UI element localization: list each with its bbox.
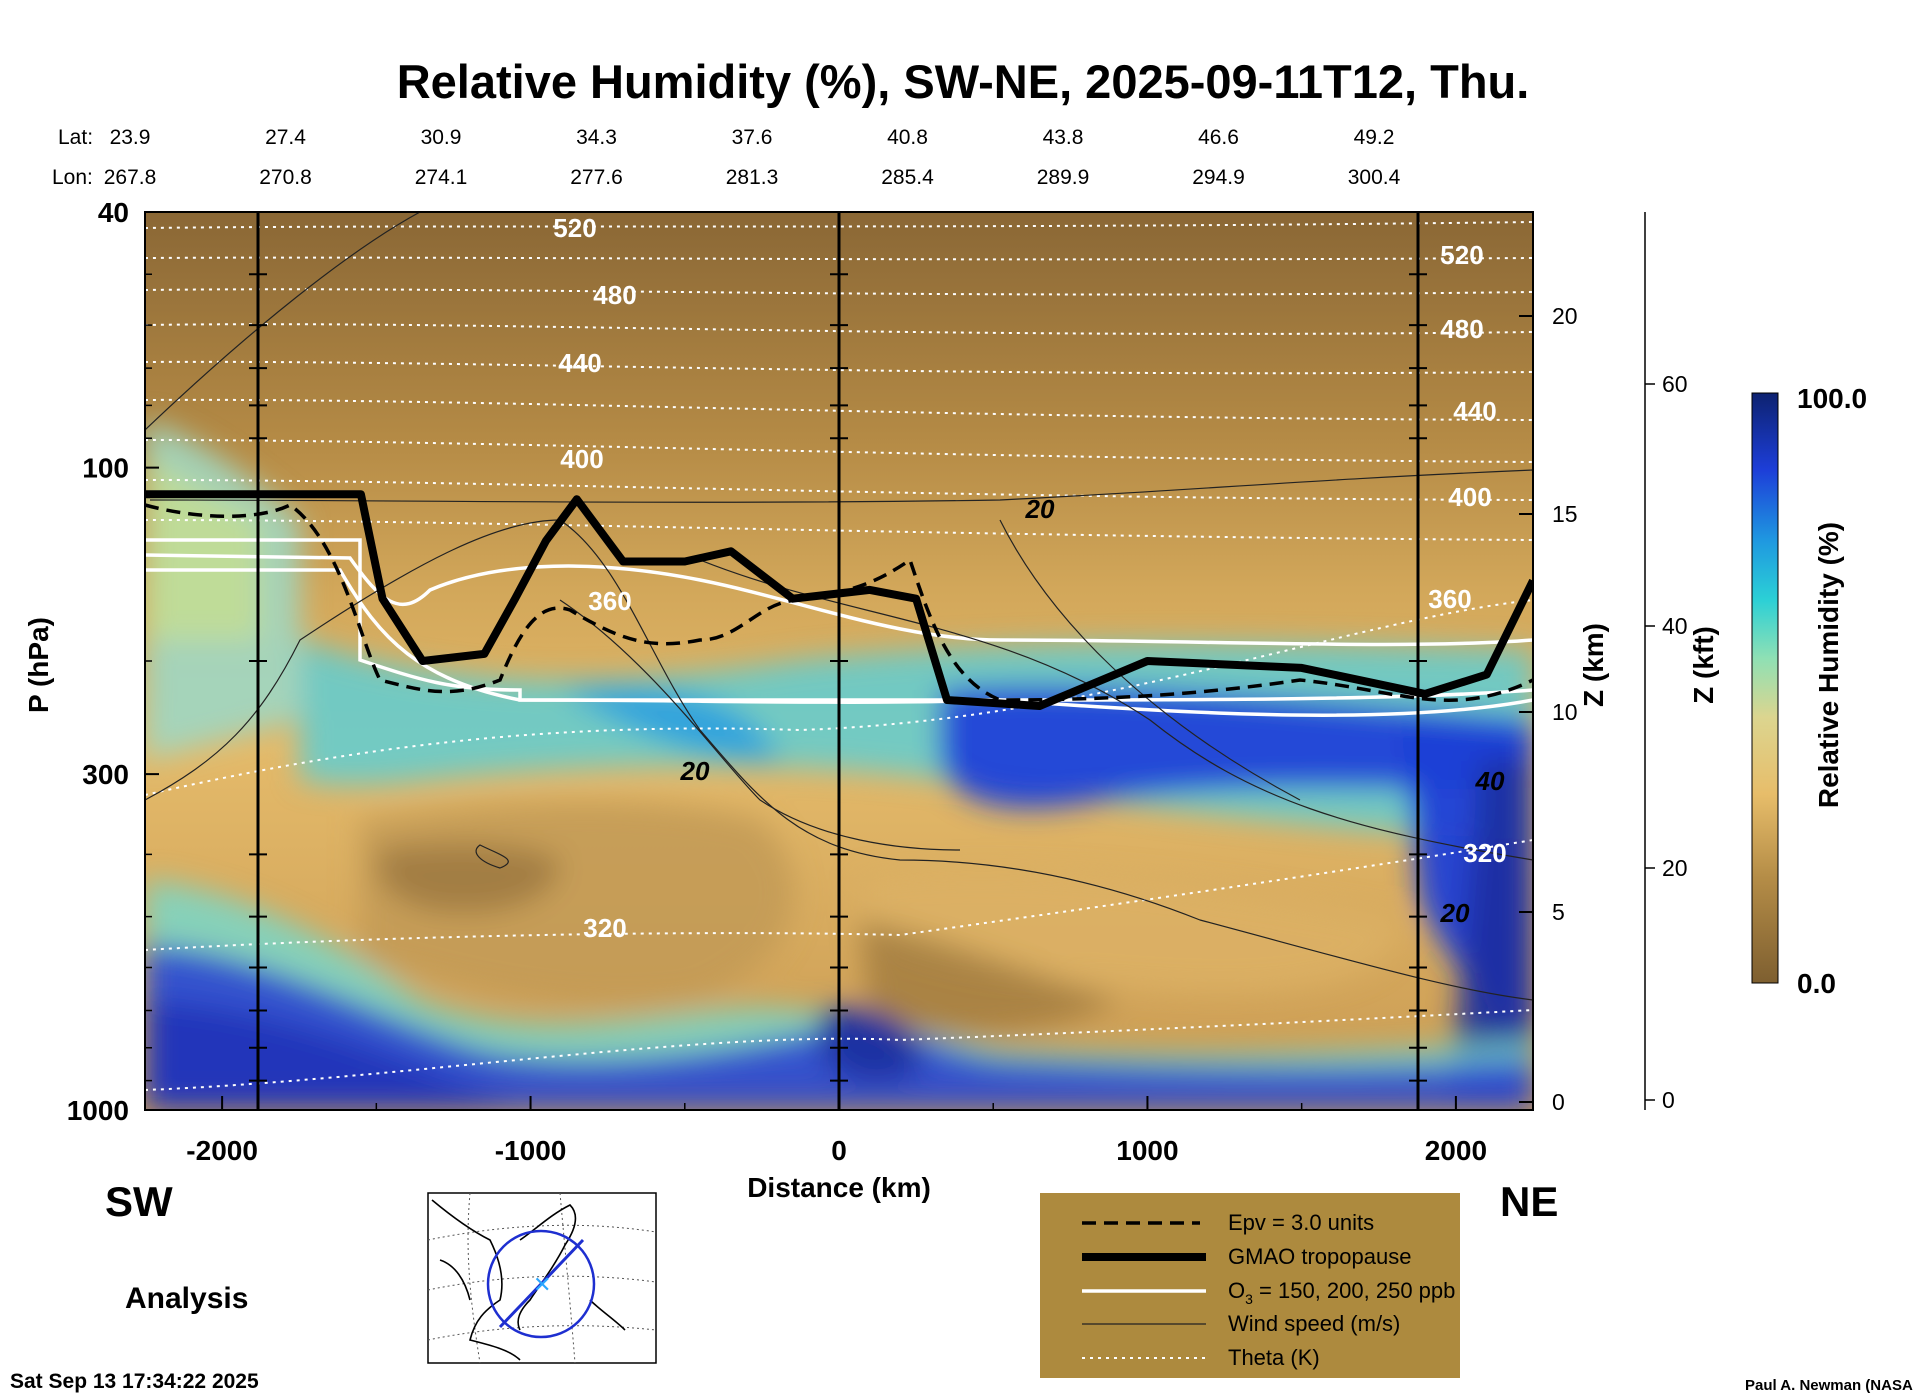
x-tick-label: 1000 (1116, 1135, 1178, 1166)
theta-contour-label: 520 (1440, 240, 1483, 270)
z-kft-tick-label: 60 (1662, 371, 1688, 397)
tropopause-line (145, 490, 1533, 710)
lon-value: 281.3 (726, 166, 779, 189)
z-kft-tick-label: 20 (1662, 855, 1688, 881)
lat-value: 40.8 (887, 126, 928, 149)
lon-value: 274.1 (415, 166, 468, 189)
lat-label: Lat: (58, 126, 93, 149)
theta-contour-label: 360 (1428, 584, 1471, 614)
sw-label: SW (105, 1178, 173, 1225)
wind-contour-labels: 20 20 40 20 (680, 494, 1505, 928)
colorbar-min: 0.0 (1797, 968, 1836, 999)
y-axis: 1000 300 100 40 (67, 197, 1427, 1126)
lat-value: 46.6 (1198, 126, 1239, 149)
theta-contour-label: 480 (1440, 314, 1483, 344)
z-km-tick-label: 20 (1552, 303, 1578, 329)
colorbar-label: Relative Humidity (%) (1813, 522, 1844, 808)
y-tick-label: 1000 (67, 1095, 129, 1126)
colorbar-max: 100.0 (1797, 383, 1867, 414)
colorbar: 100.0 0.0 Relative Humidity (%) (1751, 383, 1867, 999)
z-kft-axis: 0 20 40 60 (1644, 212, 1688, 1113)
legend-epv: Epv = 3.0 units (1228, 1210, 1374, 1235)
chart-title: Relative Humidity (%), SW-NE, 2025-09-11… (397, 55, 1530, 108)
lon-value: 270.8 (259, 166, 312, 189)
theta-contour-label: 360 (588, 586, 631, 616)
theta-contour-label: 320 (1463, 838, 1506, 868)
theta-contour-label: 440 (558, 348, 601, 378)
wind-contour-label: 20 (1025, 494, 1055, 524)
x-tick-label: -1000 (495, 1135, 567, 1166)
legend-theta: Theta (K) (1228, 1345, 1320, 1370)
z-kft-tick-label: 40 (1662, 613, 1688, 639)
ne-label: NE (1500, 1178, 1558, 1225)
lon-label: Lon: (52, 166, 93, 189)
lat-value: 37.6 (732, 126, 773, 149)
x-tick-label: -2000 (186, 1135, 258, 1166)
epv-contour (145, 502, 1533, 702)
analysis-label: Analysis (125, 1282, 248, 1315)
credit: Paul A. Newman (NASA (1745, 1377, 1913, 1394)
legend-wind: Wind speed (m/s) (1228, 1311, 1400, 1336)
z-km-axis: 0 5 10 15 20 (1519, 303, 1578, 1115)
coastline-icon (431, 1199, 626, 1361)
rh-heatmap (145, 212, 1533, 1110)
lat-value: 34.3 (576, 126, 617, 149)
z-kft-label: Z (kft) (1688, 626, 1719, 704)
timestamp: Sat Sep 13 17:34:22 2025 (10, 1370, 259, 1393)
lat-value: 27.4 (265, 126, 306, 149)
lon-value: 285.4 (881, 166, 934, 189)
lat-value: 49.2 (1354, 126, 1395, 149)
x-tick-label: 0 (831, 1135, 847, 1166)
x-tick-label: 2000 (1425, 1135, 1487, 1166)
theta-contour-label: 440 (1453, 396, 1496, 426)
inset-map: ✕ (427, 1192, 657, 1364)
lon-value: 267.8 (104, 166, 157, 189)
legend: Epv = 3.0 units GMAO tropopause O3 = 150… (1040, 1193, 1460, 1378)
theta-contour-labels: 520 480 440 400 360 320 520 480 440 400 360 320 (553, 213, 1506, 943)
y-tick-label: 100 (82, 453, 129, 484)
theta-contour-label: 400 (560, 444, 603, 474)
theta-contour-label: 400 (1448, 482, 1491, 512)
lat-value: 23.9 (110, 126, 151, 149)
wind-speed-contours (145, 212, 1533, 1001)
y-tick-label: 300 (82, 759, 129, 790)
lon-value: 289.9 (1037, 166, 1090, 189)
lat-value: 43.8 (1043, 126, 1084, 149)
z-km-tick-label: 5 (1552, 899, 1565, 925)
z-km-tick-label: 0 (1552, 1089, 1565, 1115)
z-kft-tick-label: 0 (1662, 1087, 1675, 1113)
wind-contour-label: 20 (680, 756, 710, 786)
lon-value: 294.9 (1192, 166, 1245, 189)
z-km-tick-label: 10 (1552, 699, 1578, 725)
lon-value: 277.6 (570, 166, 623, 189)
y-tick-label: 40 (98, 197, 129, 228)
z-km-tick-label: 15 (1552, 501, 1578, 527)
z-km-label: Z (km) (1578, 623, 1609, 707)
theta-contour-label: 480 (593, 280, 636, 310)
colorbar-gradient (1751, 392, 1779, 984)
center-marker-icon: ✕ (533, 1272, 551, 1297)
theta-contours (145, 221, 1533, 1091)
y-axis-label: P (hPa) (23, 617, 54, 713)
lat-lon-header: Lat: Lon: 23.9 267.8 27.4 270.8 30.9 274.1 34.… (52, 126, 1401, 189)
x-axis: -2000 -1000 0 1000 2000 (186, 1096, 1487, 1166)
x-axis-label: Distance (km) (747, 1172, 931, 1203)
legend-ozone: O3 = 150, 200, 250 ppb (1228, 1278, 1455, 1307)
theta-contour-label: 520 (553, 213, 596, 243)
lat-value: 30.9 (421, 126, 462, 149)
wind-contour-label: 20 (1440, 898, 1470, 928)
ozone-contours (145, 538, 1533, 717)
theta-contour-label: 320 (583, 913, 626, 943)
lon-value: 300.4 (1348, 166, 1401, 189)
legend-tropopause: GMAO tropopause (1228, 1244, 1411, 1269)
wind-contour-label: 40 (1475, 766, 1505, 796)
